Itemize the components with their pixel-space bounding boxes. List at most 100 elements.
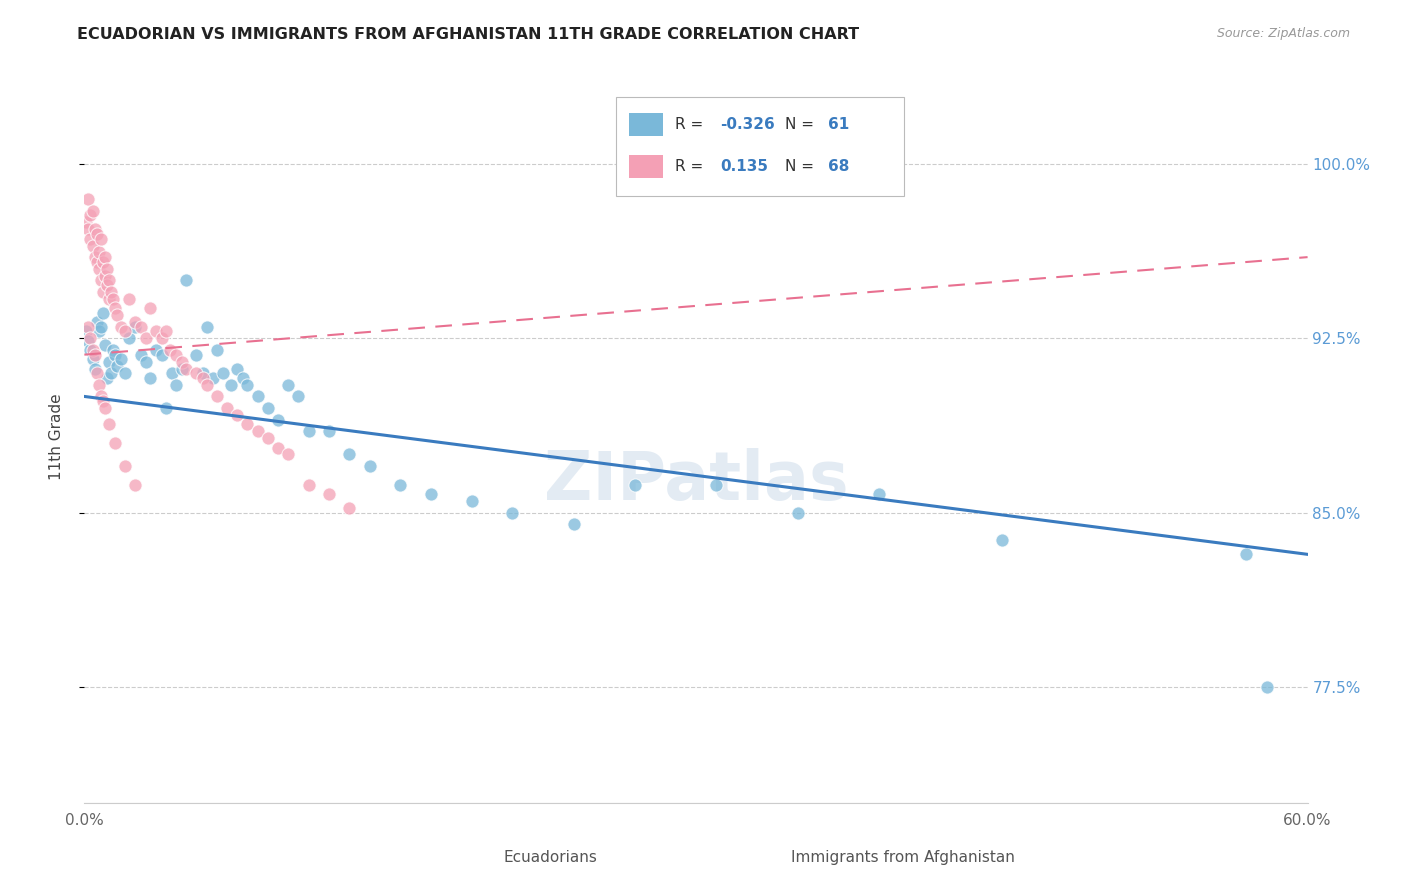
Point bbox=[75, 325, 97, 339]
Point bbox=[257, 431, 280, 445]
Point bbox=[110, 319, 132, 334]
Point bbox=[91, 254, 114, 268]
Text: N =: N = bbox=[786, 117, 820, 132]
Point bbox=[91, 306, 114, 320]
Text: R =: R = bbox=[675, 117, 709, 132]
Point bbox=[246, 389, 269, 403]
Point bbox=[79, 343, 101, 357]
Point bbox=[124, 319, 146, 334]
Point bbox=[787, 506, 810, 520]
Text: R =: R = bbox=[675, 159, 709, 174]
Point bbox=[138, 371, 160, 385]
Point bbox=[86, 254, 108, 268]
Point bbox=[420, 487, 443, 501]
Point bbox=[277, 448, 299, 462]
Point bbox=[1236, 547, 1258, 561]
Point bbox=[145, 343, 167, 357]
Point bbox=[93, 338, 115, 352]
Point bbox=[191, 366, 214, 380]
Point bbox=[118, 331, 141, 345]
Point bbox=[359, 459, 381, 474]
Point bbox=[82, 343, 104, 357]
Point bbox=[114, 325, 136, 339]
Point bbox=[165, 377, 187, 392]
Point bbox=[236, 417, 259, 432]
Point bbox=[195, 377, 218, 392]
Point bbox=[90, 389, 112, 403]
Point bbox=[97, 417, 120, 432]
Point bbox=[110, 352, 132, 367]
Text: ECUADORIAN VS IMMIGRANTS FROM AFGHANISTAN 11TH GRADE CORRELATION CHART: ECUADORIAN VS IMMIGRANTS FROM AFGHANISTA… bbox=[77, 27, 859, 42]
Point bbox=[124, 477, 146, 491]
Point bbox=[87, 245, 110, 260]
Point bbox=[267, 412, 290, 426]
Point bbox=[172, 354, 194, 368]
Point bbox=[90, 231, 112, 245]
Point bbox=[159, 343, 181, 357]
FancyBboxPatch shape bbox=[616, 97, 904, 195]
Point bbox=[318, 487, 340, 501]
Point bbox=[195, 319, 218, 334]
Point bbox=[138, 301, 160, 316]
Point bbox=[191, 371, 214, 385]
Text: Ecuadorians: Ecuadorians bbox=[503, 850, 598, 865]
Point bbox=[217, 401, 239, 415]
Point bbox=[339, 500, 361, 515]
Point bbox=[105, 359, 128, 374]
Point bbox=[97, 354, 120, 368]
Point bbox=[118, 292, 141, 306]
Point bbox=[93, 401, 115, 415]
Point bbox=[219, 377, 242, 392]
Point bbox=[991, 533, 1014, 548]
Point bbox=[165, 348, 187, 362]
Text: 0.135: 0.135 bbox=[720, 159, 769, 174]
Point bbox=[90, 319, 112, 334]
Point bbox=[104, 436, 127, 450]
Point bbox=[135, 331, 157, 345]
Point bbox=[86, 366, 108, 380]
Point bbox=[87, 325, 110, 339]
Point bbox=[87, 377, 110, 392]
Point bbox=[93, 268, 115, 283]
Point bbox=[91, 394, 114, 409]
Point bbox=[339, 448, 361, 462]
Point bbox=[318, 424, 340, 438]
Point bbox=[135, 354, 157, 368]
Point bbox=[114, 459, 136, 474]
Point bbox=[257, 401, 280, 415]
Point bbox=[706, 477, 728, 491]
Point bbox=[131, 348, 153, 362]
Point bbox=[75, 215, 97, 229]
Point bbox=[502, 506, 524, 520]
Point bbox=[389, 477, 412, 491]
Point bbox=[82, 352, 104, 367]
Bar bbox=[745, 847, 779, 871]
Point bbox=[155, 401, 177, 415]
Point bbox=[96, 277, 118, 292]
Point bbox=[186, 366, 208, 380]
Point bbox=[100, 366, 122, 380]
Point bbox=[298, 424, 321, 438]
Point bbox=[96, 371, 118, 385]
Point bbox=[79, 231, 101, 245]
Point bbox=[267, 441, 290, 455]
Point bbox=[145, 325, 167, 339]
Point bbox=[150, 331, 173, 345]
Point bbox=[624, 477, 647, 491]
Point bbox=[101, 343, 124, 357]
Point bbox=[86, 227, 108, 241]
Point bbox=[104, 348, 127, 362]
Point bbox=[205, 389, 228, 403]
Bar bbox=[457, 847, 492, 871]
Point bbox=[82, 238, 104, 252]
Text: N =: N = bbox=[786, 159, 820, 174]
Point bbox=[97, 292, 120, 306]
Text: Immigrants from Afghanistan: Immigrants from Afghanistan bbox=[792, 850, 1015, 865]
Point bbox=[91, 285, 114, 299]
Point bbox=[246, 424, 269, 438]
Point bbox=[172, 361, 194, 376]
Point bbox=[155, 325, 177, 339]
Point bbox=[93, 250, 115, 264]
Bar bbox=[628, 154, 664, 178]
Text: 68: 68 bbox=[828, 159, 849, 174]
